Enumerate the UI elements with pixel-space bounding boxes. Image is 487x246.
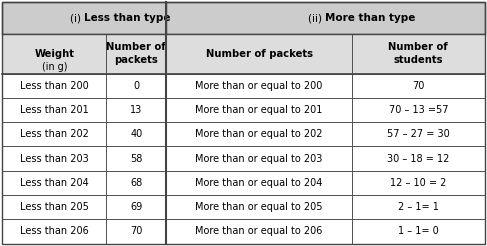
- Text: Number of
students: Number of students: [389, 43, 448, 65]
- Text: Number of packets: Number of packets: [206, 49, 313, 59]
- Bar: [167, 122, 352, 146]
- Bar: [167, 34, 352, 74]
- Text: More than or equal to 206: More than or equal to 206: [195, 226, 323, 236]
- Text: 58: 58: [130, 154, 142, 164]
- Bar: [352, 219, 485, 244]
- Text: More than or equal to 205: More than or equal to 205: [195, 202, 323, 212]
- Bar: [167, 98, 352, 122]
- Bar: [167, 195, 352, 219]
- Bar: [2, 122, 106, 146]
- Text: 69: 69: [130, 202, 142, 212]
- Text: 68: 68: [130, 178, 142, 188]
- Bar: [2, 219, 106, 244]
- Text: More than or equal to 204: More than or equal to 204: [195, 178, 323, 188]
- Bar: [106, 122, 167, 146]
- Text: 70: 70: [412, 81, 425, 91]
- Text: (ii): (ii): [308, 13, 325, 23]
- Bar: [106, 171, 167, 195]
- Text: 30 – 18 = 12: 30 – 18 = 12: [387, 154, 450, 164]
- Text: 40: 40: [130, 129, 142, 139]
- Bar: [2, 98, 106, 122]
- Bar: [167, 2, 485, 34]
- Text: 12 – 10 = 2: 12 – 10 = 2: [390, 178, 447, 188]
- Text: (in g): (in g): [41, 62, 67, 72]
- Text: Less than 206: Less than 206: [20, 226, 89, 236]
- Bar: [106, 34, 167, 74]
- Text: 57 – 27 = 30: 57 – 27 = 30: [387, 129, 450, 139]
- Bar: [106, 98, 167, 122]
- Bar: [2, 171, 106, 195]
- Bar: [2, 146, 106, 171]
- Text: Number of
packets: Number of packets: [106, 43, 166, 65]
- Text: Less than 201: Less than 201: [20, 105, 89, 115]
- Text: Less than 204: Less than 204: [20, 178, 89, 188]
- Bar: [352, 98, 485, 122]
- Text: More than type: More than type: [325, 13, 416, 23]
- Text: 70: 70: [130, 226, 142, 236]
- Bar: [2, 34, 106, 74]
- Text: 1 – 1= 0: 1 – 1= 0: [398, 226, 439, 236]
- Text: (i): (i): [70, 13, 84, 23]
- Text: More than or equal to 203: More than or equal to 203: [195, 154, 323, 164]
- Bar: [352, 171, 485, 195]
- Text: 70 – 13 =57: 70 – 13 =57: [389, 105, 448, 115]
- Text: 13: 13: [130, 105, 142, 115]
- Bar: [352, 195, 485, 219]
- Bar: [352, 74, 485, 98]
- Bar: [2, 74, 106, 98]
- Bar: [352, 34, 485, 74]
- Text: Weight: Weight: [34, 49, 74, 59]
- Bar: [106, 146, 167, 171]
- Bar: [106, 74, 167, 98]
- Text: Less than type: Less than type: [84, 13, 171, 23]
- Bar: [167, 171, 352, 195]
- Text: 0: 0: [133, 81, 139, 91]
- Bar: [167, 219, 352, 244]
- Text: More than or equal to 201: More than or equal to 201: [195, 105, 323, 115]
- Text: Less than 205: Less than 205: [20, 202, 89, 212]
- Bar: [106, 195, 167, 219]
- Bar: [167, 74, 352, 98]
- Text: Less than 200: Less than 200: [20, 81, 89, 91]
- Text: Less than 203: Less than 203: [20, 154, 89, 164]
- Bar: [167, 146, 352, 171]
- Text: Less than 202: Less than 202: [20, 129, 89, 139]
- Text: More than or equal to 200: More than or equal to 200: [195, 81, 323, 91]
- Bar: [352, 146, 485, 171]
- Text: More than or equal to 202: More than or equal to 202: [195, 129, 323, 139]
- Bar: [106, 219, 167, 244]
- Bar: [2, 195, 106, 219]
- Text: 2 – 1= 1: 2 – 1= 1: [398, 202, 439, 212]
- Bar: [352, 122, 485, 146]
- Bar: [2, 2, 167, 34]
